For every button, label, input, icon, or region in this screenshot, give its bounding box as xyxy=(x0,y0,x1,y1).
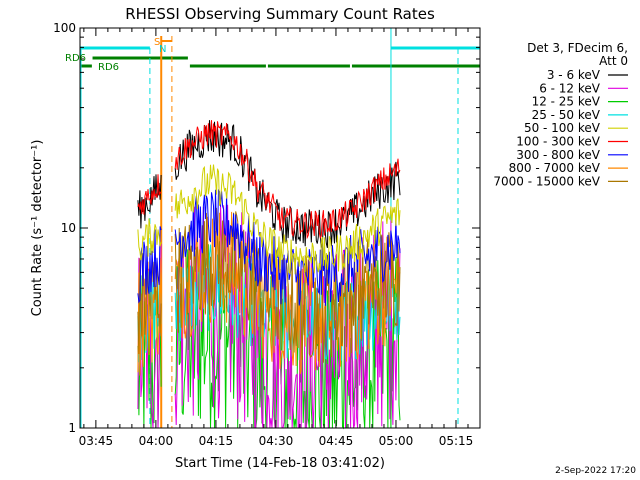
x-tick-label-5: 05:00 xyxy=(379,434,414,448)
x-tick-label-0: 03:45 xyxy=(79,434,114,448)
x-tick-label-4: 04:45 xyxy=(319,434,354,448)
legend-label-4: 50 - 100 keV xyxy=(524,121,601,135)
x-tick-label-3: 04:30 xyxy=(259,434,294,448)
x-axis-label: Start Time (14-Feb-18 03:41:02) xyxy=(175,456,385,471)
legend-label-2: 12 - 25 keV xyxy=(532,95,601,109)
series-line-5 xyxy=(137,120,401,240)
chart-title: RHESSI Observing Summary Count Rates xyxy=(125,5,435,23)
y-tick-label-0: 1 xyxy=(68,421,76,435)
y-tick-label-2: 100 xyxy=(53,21,76,35)
legend-label-1: 6 - 12 keV xyxy=(539,81,601,95)
legend-label-5: 100 - 300 keV xyxy=(516,135,600,149)
flag-label-saa: S xyxy=(154,37,160,48)
flag-label-rd6-1: RD6 xyxy=(65,53,86,64)
x-tick-label-6: 05:15 xyxy=(439,434,474,448)
y-tick-label-1: 10 xyxy=(61,221,76,235)
y-axis-label: Count Rate (s⁻¹ detector⁻¹) xyxy=(30,140,45,317)
series-line-8 xyxy=(137,207,401,363)
ticks-layer: 1 10 100 03:45 04:00 04:15 04:30 04:45 05:00 05:1… xyxy=(53,21,481,448)
legend-label-8: 7000 - 15000 keV xyxy=(493,174,600,188)
series-layer xyxy=(137,120,401,430)
x-tick-label-2: 04:15 xyxy=(199,434,234,448)
legend-label-3: 25 - 50 keV xyxy=(532,108,601,122)
legend-label-6: 300 - 800 keV xyxy=(516,148,600,162)
flag-label-rd6-2: RD6 xyxy=(98,62,119,73)
legend-label-7: 800 - 7000 keV xyxy=(509,161,601,175)
legend-header-line-1: Det 3, FDecim 6, xyxy=(527,41,628,55)
legend-label-0: 3 - 6 keV xyxy=(547,68,601,82)
series-line-4 xyxy=(137,164,401,275)
flag-label-night: N xyxy=(159,44,166,55)
plot-timestamp: 2-Sep-2022 17:20 xyxy=(555,466,636,476)
legend-header-line-2: Att 0 xyxy=(599,54,628,68)
x-tick-label-1: 04:00 xyxy=(139,434,174,448)
